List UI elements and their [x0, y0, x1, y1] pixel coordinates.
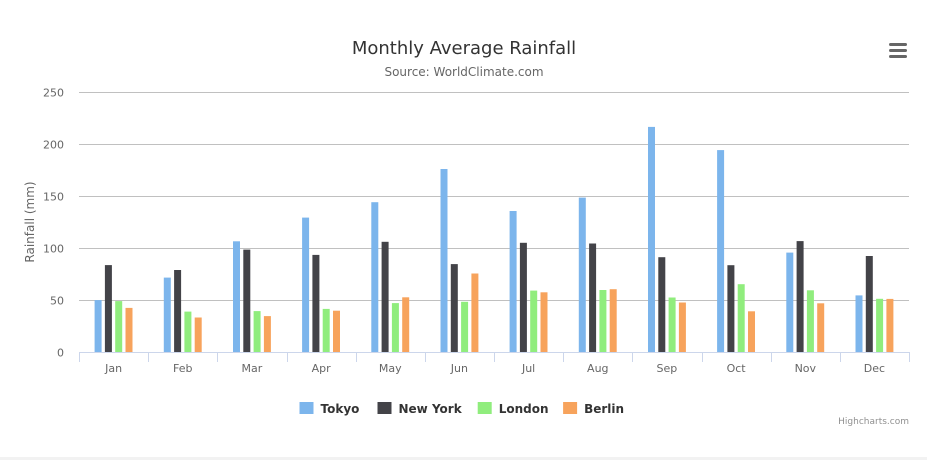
- legend-label: Berlin: [584, 402, 624, 416]
- bar[interactable]: [609, 289, 617, 352]
- bar[interactable]: [578, 197, 586, 352]
- legend-label: Tokyo: [321, 402, 360, 416]
- legend-item-london[interactable]: London: [477, 402, 549, 416]
- bar[interactable]: [243, 249, 251, 352]
- bar[interactable]: [302, 217, 310, 352]
- x-tick-label: Mar: [242, 362, 263, 375]
- bar[interactable]: [540, 292, 548, 352]
- x-tick-label: Apr: [312, 362, 332, 375]
- bar[interactable]: [104, 265, 112, 352]
- x-tick-label: Jun: [450, 362, 468, 375]
- bar[interactable]: [450, 264, 458, 352]
- bar[interactable]: [94, 300, 102, 352]
- bar[interactable]: [519, 242, 527, 352]
- legend-item-berlin[interactable]: Berlin: [563, 402, 624, 416]
- bar[interactable]: [402, 297, 410, 352]
- legend-item-new-york[interactable]: New York: [377, 402, 463, 416]
- bar[interactable]: [786, 252, 794, 352]
- bar[interactable]: [471, 273, 479, 353]
- x-axis-ticks: Jan Feb Mar Apr May Jun Jul Aug Sep Oct Nov Dec: [79, 352, 910, 375]
- hamburger-menu-icon: [889, 43, 907, 58]
- bar[interactable]: [371, 202, 379, 352]
- bar[interactable]: [589, 243, 597, 353]
- bar[interactable]: [599, 290, 607, 352]
- bar[interactable]: [163, 277, 171, 352]
- bar[interactable]: [530, 290, 538, 352]
- y-axis-title: Rainfall (mm): [23, 181, 37, 262]
- bar[interactable]: [391, 303, 399, 352]
- x-tick-label: Feb: [173, 362, 192, 375]
- y-tick-label: 150: [43, 191, 64, 204]
- y-tick-label: 50: [50, 295, 64, 308]
- bar[interactable]: [727, 265, 735, 352]
- bar[interactable]: [312, 254, 320, 352]
- legend-item-tokyo[interactable]: Tokyo: [299, 402, 360, 416]
- bar[interactable]: [461, 301, 469, 352]
- bar[interactable]: [658, 257, 666, 352]
- bar[interactable]: [194, 317, 202, 353]
- y-tick-label: 100: [43, 243, 64, 256]
- bar[interactable]: [440, 169, 448, 352]
- x-tick-label: Dec: [864, 362, 885, 375]
- legend: Tokyo New York London Berlin: [299, 402, 624, 416]
- legend-swatch: [377, 402, 392, 414]
- series-berlin: [125, 273, 894, 353]
- y-tick-label: 200: [43, 139, 64, 152]
- series-tokyo: [94, 126, 863, 353]
- page-bottom-divider: [0, 457, 927, 460]
- bar[interactable]: [748, 311, 755, 352]
- y-gridlines: [79, 92, 909, 301]
- legend-swatch: [299, 402, 314, 414]
- bar[interactable]: [648, 126, 655, 353]
- series-new-york: [104, 241, 873, 353]
- x-tick-label: Aug: [587, 362, 608, 375]
- credits-link[interactable]: Highcharts.com: [838, 417, 909, 427]
- bar[interactable]: [678, 302, 686, 353]
- bar[interactable]: [668, 297, 676, 353]
- x-tick-label: May: [379, 362, 402, 375]
- bar[interactable]: [806, 290, 814, 352]
- bar[interactable]: [796, 241, 804, 352]
- bar[interactable]: [855, 295, 863, 352]
- series-london: [115, 284, 884, 353]
- bar[interactable]: [233, 241, 240, 352]
- bar[interactable]: [737, 284, 745, 352]
- bar[interactable]: [174, 270, 182, 352]
- bar[interactable]: [817, 303, 825, 352]
- bar[interactable]: [253, 311, 261, 352]
- bar[interactable]: [125, 307, 133, 352]
- bar[interactable]: [876, 298, 884, 352]
- x-tick-label: Jan: [104, 362, 122, 375]
- x-tick-label: Sep: [657, 362, 678, 375]
- bar[interactable]: [184, 311, 192, 352]
- bar[interactable]: [115, 301, 123, 352]
- y-tick-label: 0: [57, 347, 64, 360]
- y-axis-ticks: 0 50 100 150 200 250: [43, 87, 64, 360]
- chart-title: Monthly Average Rainfall: [352, 38, 576, 59]
- bar[interactable]: [865, 256, 873, 352]
- legend-swatch: [477, 402, 492, 414]
- bar[interactable]: [381, 241, 389, 352]
- y-tick-label: 250: [43, 87, 64, 100]
- x-tick-label: Jul: [521, 362, 535, 375]
- x-tick-label: Nov: [795, 362, 817, 375]
- bar[interactable]: [263, 316, 271, 352]
- bar[interactable]: [717, 150, 725, 352]
- bar[interactable]: [886, 298, 894, 352]
- legend-swatch: [563, 402, 578, 414]
- x-tick-label: Oct: [727, 362, 747, 375]
- bar-series: [94, 126, 894, 353]
- legend-label: London: [499, 402, 549, 416]
- bar[interactable]: [322, 308, 330, 352]
- legend-label: New York: [399, 402, 463, 416]
- chart-menu-button[interactable]: [884, 38, 912, 62]
- bar[interactable]: [509, 211, 517, 352]
- bar[interactable]: [333, 310, 340, 352]
- chart-subtitle: Source: WorldClimate.com: [384, 65, 543, 79]
